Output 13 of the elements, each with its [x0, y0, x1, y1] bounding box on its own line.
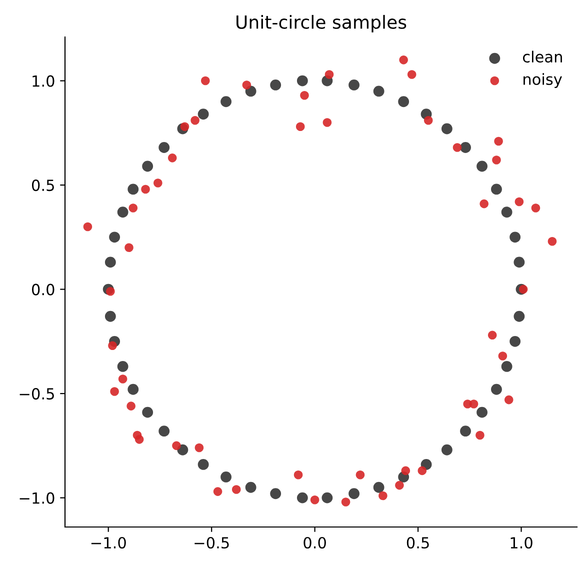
x-tick-label: −0.5: [194, 536, 229, 549]
y-tick-label: −0.5: [20, 388, 54, 400]
x-tick-label: −1.0: [91, 536, 126, 549]
legend-label: noisy: [524, 73, 562, 88]
chart-title: Unit-circle samples: [236, 14, 406, 32]
x-tick-label: 0.5: [406, 536, 429, 549]
x-tick-label: 0.0: [304, 536, 326, 549]
y-tick-label: 0.5: [32, 180, 54, 192]
x-tick-label: 1.0: [510, 536, 532, 549]
y-tick-label: 1.0: [32, 75, 54, 87]
y-tick-label: −1.0: [20, 492, 54, 504]
y-tick-label: 0.0: [32, 284, 54, 296]
legend-label: clean: [523, 50, 562, 63]
